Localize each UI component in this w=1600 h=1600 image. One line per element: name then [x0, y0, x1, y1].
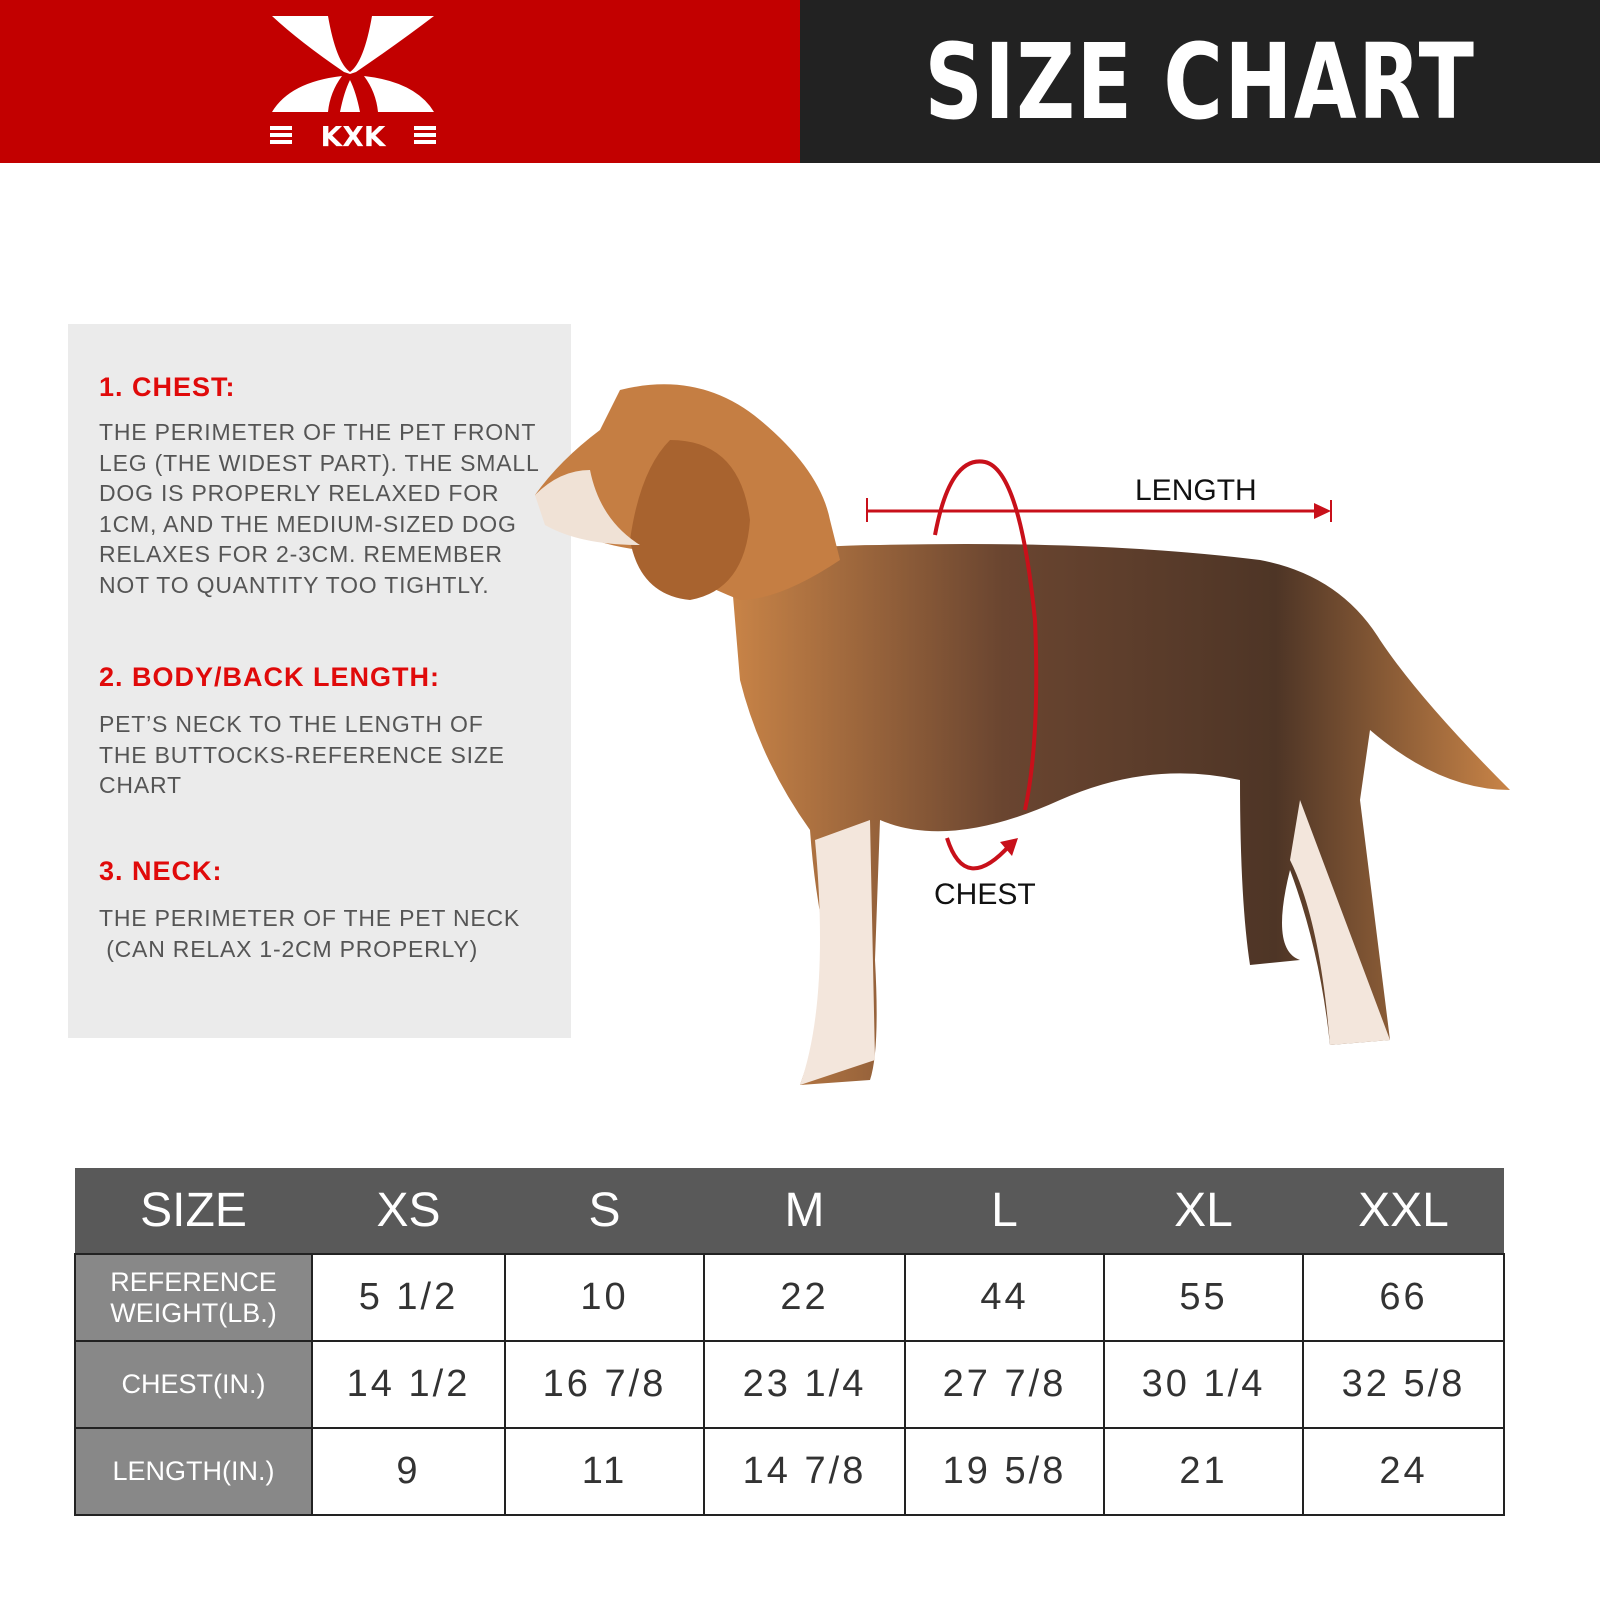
table-cell: 55: [1103, 1253, 1304, 1342]
table-cell: 44: [904, 1253, 1105, 1342]
size-table: SIZE XS S M L XL XXL REFERENCE WEIGHT(LB…: [74, 1168, 1505, 1516]
table-row: CHEST(IN.) 14 1/2 16 7/8 23 1/4 27 7/8 30 1/4…: [74, 1340, 1505, 1429]
guide-text-neck: THE PERIMETER OF THE PET NECK (CAN RELAX…: [99, 905, 521, 962]
header-xs: XS: [312, 1168, 505, 1254]
guide-heading-length: 2. BODY/BACK LENGTH:: [99, 662, 441, 692]
table-row: REFERENCE WEIGHT(LB.) 5 1/2 10 22 44 55 66: [74, 1253, 1505, 1342]
table-cell: 9: [311, 1427, 506, 1516]
table-cell: 22: [703, 1253, 906, 1342]
measurement-guide-panel: [68, 324, 571, 1038]
guide-text-chest: THE PERIMETER OF THE PET FRONT LEG (THE …: [99, 419, 540, 598]
table-cell: 32 5/8: [1302, 1340, 1505, 1429]
table-header-row: SIZE XS S M L XL XXL: [75, 1168, 1504, 1254]
table-cell: 21: [1103, 1427, 1304, 1516]
length-label: LENGTH: [1135, 474, 1257, 507]
table-cell: 14 7/8: [703, 1427, 906, 1516]
table-cell: 24: [1302, 1427, 1505, 1516]
chest-loop: [933, 459, 1039, 811]
guide-heading-neck: 3. NECK:: [99, 856, 223, 886]
row-label: LENGTH(IN.): [74, 1427, 313, 1516]
header-xl: XL: [1104, 1168, 1303, 1254]
table-cell: 23 1/4: [703, 1340, 906, 1429]
svg-text:KXK: KXK: [321, 120, 387, 152]
table-cell: 10: [504, 1253, 705, 1342]
header-m: M: [704, 1168, 905, 1254]
table-cell: 19 5/8: [904, 1427, 1105, 1516]
table-cell: 27 7/8: [904, 1340, 1105, 1429]
header-s: S: [505, 1168, 704, 1254]
table-cell: 30 1/4: [1103, 1340, 1304, 1429]
dog-illustration: [535, 384, 1510, 1085]
table-cell: 16 7/8: [504, 1340, 705, 1429]
table-cell: 66: [1302, 1253, 1505, 1342]
header-xxl: XXL: [1303, 1168, 1504, 1254]
table-row: LENGTH(IN.) 9 11 14 7/8 19 5/8 21 24: [74, 1427, 1505, 1516]
chest-label: CHEST: [934, 878, 1036, 911]
header-title-bar: [800, 0, 1600, 163]
row-label: CHEST(IN.): [74, 1340, 313, 1429]
kxk-logo: KXK: [270, 16, 436, 152]
guide-text-length: PET’S NECK TO THE LENGTH OF THE BUTTOCKS…: [99, 711, 505, 798]
table-cell: 11: [504, 1427, 705, 1516]
page-title: SIZE CHART: [924, 20, 1476, 143]
row-label: REFERENCE WEIGHT(LB.): [74, 1253, 313, 1342]
guide-heading-chest: 1. CHEST:: [99, 372, 236, 402]
table-cell: 5 1/2: [311, 1253, 506, 1342]
table-cell: 14 1/2: [311, 1340, 506, 1429]
header-l: L: [905, 1168, 1104, 1254]
header-size: SIZE: [75, 1168, 312, 1254]
